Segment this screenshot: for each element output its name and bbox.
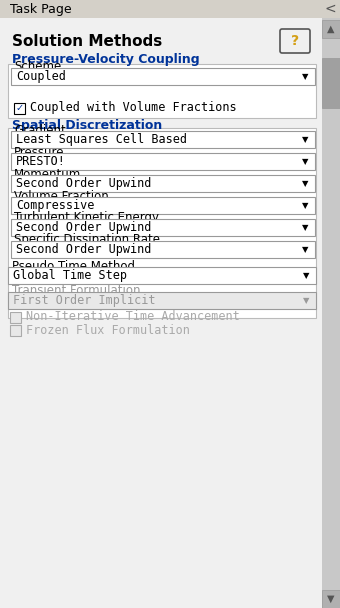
Text: Volume Fraction: Volume Fraction (14, 190, 109, 202)
Text: Pseudo Time Method: Pseudo Time Method (12, 260, 135, 272)
Text: First Order Implicit: First Order Implicit (13, 294, 155, 307)
Text: Least Squares Cell Based: Least Squares Cell Based (16, 133, 187, 146)
Text: Global Time Step: Global Time Step (13, 269, 127, 282)
Text: ▼: ▼ (302, 223, 308, 232)
Text: Compressive: Compressive (16, 199, 95, 212)
Text: Solution Methods: Solution Methods (12, 33, 162, 49)
FancyBboxPatch shape (280, 29, 310, 53)
Text: ✓: ✓ (15, 103, 23, 114)
Text: Spatial Discretization: Spatial Discretization (12, 119, 162, 131)
Bar (322, 20, 340, 38)
Text: Pressure-Velocity Coupling: Pressure-Velocity Coupling (12, 54, 200, 66)
Bar (11, 131, 315, 148)
Bar (322, 590, 340, 608)
Text: Gradient: Gradient (14, 123, 66, 137)
Text: Non-Iterative Time Advancement: Non-Iterative Time Advancement (26, 311, 240, 323)
Bar (11, 68, 315, 85)
Text: Scheme: Scheme (14, 61, 61, 74)
Bar (322, 58, 340, 108)
Text: Coupled with Volume Fractions: Coupled with Volume Fractions (30, 102, 237, 114)
Text: Second Order Upwind: Second Order Upwind (16, 243, 151, 256)
Bar (8, 128, 316, 318)
Text: Second Order Upwind: Second Order Upwind (16, 177, 151, 190)
Text: ▼: ▼ (302, 72, 308, 81)
Bar (11, 197, 315, 214)
Bar (11, 219, 315, 236)
Text: Coupled: Coupled (16, 70, 66, 83)
Bar (14, 103, 25, 114)
Bar (0, 0, 340, 18)
Bar (322, 18, 340, 608)
Text: Momentum: Momentum (14, 167, 81, 181)
Text: Turbulent Kinetic Energy: Turbulent Kinetic Energy (14, 212, 159, 224)
Text: ▼: ▼ (303, 271, 309, 280)
Text: Task Page: Task Page (10, 2, 72, 15)
Text: Second Order Upwind: Second Order Upwind (16, 221, 151, 234)
Bar (10, 312, 21, 323)
Text: ▼: ▼ (302, 135, 308, 144)
Text: Frozen Flux Formulation: Frozen Flux Formulation (26, 323, 190, 336)
Bar (10, 325, 21, 336)
Text: ▲: ▲ (327, 24, 335, 34)
Bar (11, 153, 315, 170)
Text: PRESTO!: PRESTO! (16, 155, 66, 168)
Text: ▼: ▼ (302, 179, 308, 188)
Bar (8, 267, 316, 284)
Bar (8, 64, 316, 118)
Text: ▼: ▼ (302, 157, 308, 166)
Text: ?: ? (291, 34, 299, 48)
Bar (8, 292, 316, 309)
Bar (11, 241, 315, 258)
Text: ▼: ▼ (302, 245, 308, 254)
Text: Transient Formulation: Transient Formulation (12, 285, 140, 297)
Text: ▼: ▼ (302, 201, 308, 210)
Text: Pressure: Pressure (14, 145, 65, 159)
Bar (11, 175, 315, 192)
Text: ▼: ▼ (303, 296, 309, 305)
Text: Specific Dissipation Rate: Specific Dissipation Rate (14, 233, 160, 246)
Text: ▼: ▼ (327, 594, 335, 604)
Text: <: < (324, 2, 336, 16)
